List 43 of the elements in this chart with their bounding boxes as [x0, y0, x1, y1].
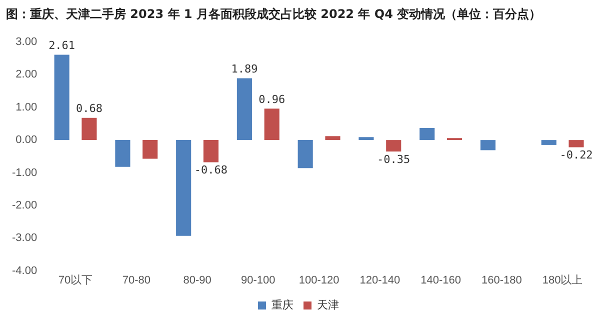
bar	[568, 140, 584, 148]
bar	[236, 78, 252, 140]
data-label: -0.35	[377, 152, 410, 166]
x-tick-label: 180以上	[542, 273, 583, 286]
x-tick-label: 160-180	[481, 274, 522, 286]
y-tick-label: -2.00	[12, 199, 38, 212]
bar	[386, 140, 402, 152]
data-label: 2.61	[48, 39, 76, 52]
bar	[82, 118, 97, 140]
bar	[115, 140, 130, 167]
bar	[358, 137, 374, 140]
y-tick-label: 2.00	[16, 68, 38, 81]
legend-label: 重庆	[272, 298, 294, 312]
x-tick-label: 80-90	[183, 274, 212, 286]
bar	[541, 140, 556, 145]
y-tick-label: -4.00	[12, 264, 38, 277]
bar	[298, 140, 313, 168]
bar	[54, 54, 70, 140]
x-tick-label: 120-140	[360, 274, 400, 286]
data-label: 1.89	[231, 62, 258, 76]
x-tick-label: 70以下	[58, 273, 93, 286]
y-tick-label: 1.00	[16, 101, 38, 114]
y-tick-label: -1.00	[12, 166, 38, 179]
bar	[264, 108, 280, 140]
data-label: -0.68	[194, 164, 228, 177]
y-tick-label: 3.00	[16, 36, 38, 48]
y-tick-label: -3.00	[12, 232, 38, 244]
x-tick-label: 70-80	[122, 274, 150, 286]
chart-title: 图：重庆、天津二手房 2023 年 1 月各面积段成交占比较 2022 年 Q4 变动情况（单位：百分点）	[5, 6, 542, 23]
bar	[176, 140, 192, 236]
bar	[203, 140, 219, 162]
x-tick-label: 100-120	[298, 274, 340, 286]
legend-label: 天津	[317, 298, 339, 312]
data-label: 0.96	[258, 93, 286, 106]
bar	[142, 140, 158, 159]
x-tick-label: 140-160	[420, 274, 461, 286]
bar	[325, 136, 340, 140]
y-tick-label: 0.00	[16, 134, 38, 146]
bar	[420, 128, 435, 140]
x-tick-label: 90-100	[241, 274, 276, 286]
bar	[480, 140, 496, 150]
data-label: 0.68	[76, 102, 102, 116]
data-label: -0.22	[560, 148, 593, 162]
